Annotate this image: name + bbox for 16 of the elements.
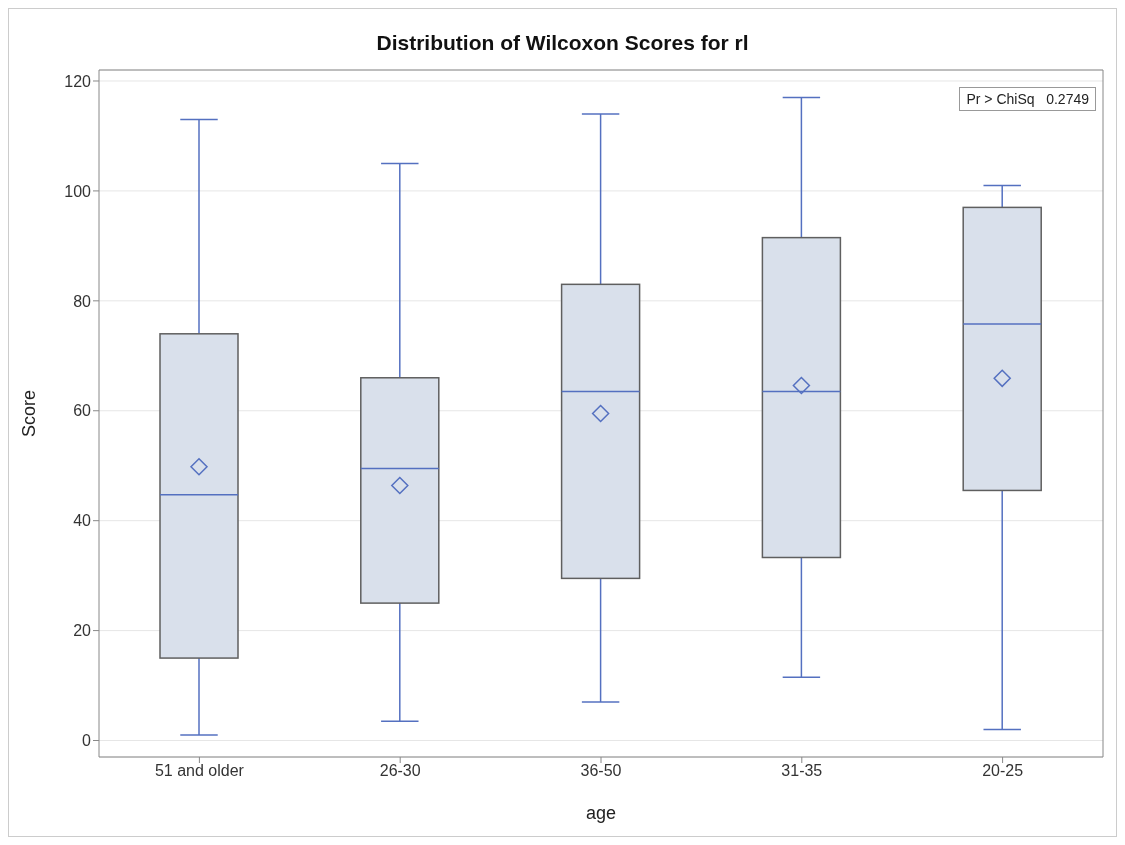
y-tick-label: 120 xyxy=(64,72,92,90)
x-tick-label: 51 and older xyxy=(154,762,245,780)
y-axis-title: Score xyxy=(19,389,40,438)
y-tick-label: 80 xyxy=(73,292,92,310)
y-tick-label: 40 xyxy=(73,512,92,530)
y-tick-label: 60 xyxy=(73,402,92,420)
chart-title: Distribution of Wilcoxon Scores for rl xyxy=(375,30,750,56)
annotation: Pr > ChiSq 0.2749 xyxy=(959,87,1096,111)
x-tick-label: 36-50 xyxy=(580,762,622,780)
y-tick-label: 100 xyxy=(64,182,92,200)
x-tick-label: 26-30 xyxy=(379,762,421,780)
x-axis-title: age xyxy=(585,803,617,823)
x-tick-label: 20-25 xyxy=(982,762,1024,780)
y-tick-label: 0 xyxy=(82,732,92,750)
x-tick-label: 31-35 xyxy=(781,762,823,780)
y-tick-label: 20 xyxy=(73,622,92,640)
